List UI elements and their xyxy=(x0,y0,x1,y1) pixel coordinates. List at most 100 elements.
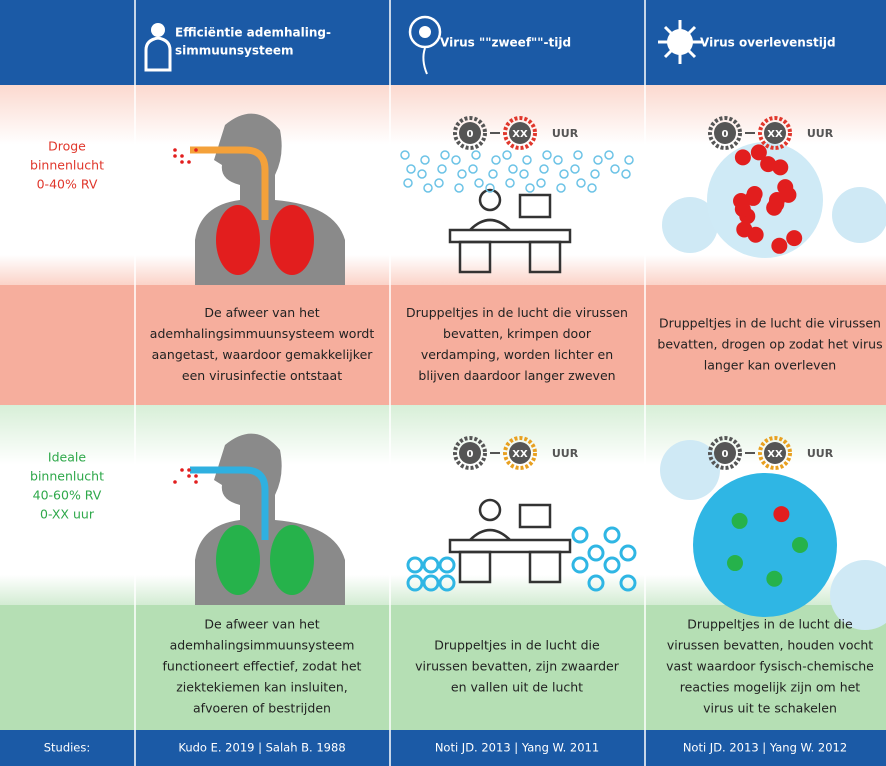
row-label: 40-60% RV xyxy=(33,488,102,503)
droplet xyxy=(406,556,424,574)
timer-ring xyxy=(758,436,792,470)
description-line: en vallen uit de lucht xyxy=(451,680,583,695)
droplet xyxy=(454,183,464,193)
droplet xyxy=(437,164,447,174)
droplet xyxy=(406,164,416,174)
droplet xyxy=(468,164,478,174)
droplet xyxy=(502,150,512,160)
footer-text: Noti JD. 2013 | Yang W. 2011 xyxy=(435,741,599,755)
droplet xyxy=(406,574,424,592)
droplet xyxy=(542,150,552,160)
timer-ring xyxy=(708,116,742,150)
timer-face xyxy=(764,122,786,144)
droplet xyxy=(508,164,518,174)
droplet xyxy=(485,183,495,193)
breath-dot xyxy=(173,148,177,152)
person-silhouette xyxy=(190,113,345,286)
virus xyxy=(731,512,748,529)
droplet xyxy=(438,574,456,592)
droplet xyxy=(587,544,605,562)
timer-value: 0 xyxy=(467,129,474,140)
timer-value: 0 xyxy=(467,449,474,460)
timer-ring xyxy=(708,436,742,470)
virus xyxy=(773,506,790,523)
droplet xyxy=(559,169,569,179)
droplet xyxy=(417,169,427,179)
droplet xyxy=(471,150,481,160)
droplet xyxy=(440,150,450,160)
droplet xyxy=(422,556,440,574)
timer-value: XX xyxy=(512,449,528,460)
timer-ring xyxy=(453,116,487,150)
droplet xyxy=(603,526,621,544)
droplet xyxy=(593,155,603,165)
droplet xyxy=(587,574,605,592)
droplet xyxy=(539,164,549,174)
footer-text: Studies: xyxy=(44,741,91,755)
droplet xyxy=(525,183,535,193)
breath-dot xyxy=(187,474,191,478)
description-line: De afweer van het xyxy=(204,305,319,320)
droplet xyxy=(438,556,456,574)
description-line: een virusinfectie ontstaat xyxy=(182,368,342,383)
footer-band xyxy=(0,730,886,766)
timer-unit: UUR xyxy=(807,447,834,460)
virus xyxy=(750,144,767,161)
row-label: binnenlucht xyxy=(30,158,104,173)
lungs-icon xyxy=(144,23,172,72)
virus xyxy=(772,159,789,176)
virus xyxy=(792,537,808,553)
virus xyxy=(786,230,803,247)
description-line: afvoeren of bestrijden xyxy=(193,701,331,716)
virus-sphere xyxy=(707,142,823,258)
description-line: ziektekiemen kan insluiten, xyxy=(176,680,348,695)
droplet xyxy=(590,169,600,179)
droplet xyxy=(573,150,583,160)
description-line: aangetast, waardoor gemakkelijker xyxy=(152,347,374,362)
description-line: reacties mogelijk zijn om het xyxy=(680,680,861,695)
breath-dot xyxy=(187,468,191,472)
timer-ring xyxy=(503,116,537,150)
footer-text: Kudo E. 2019 | Salah B. 1988 xyxy=(178,741,345,755)
droplet xyxy=(519,169,529,179)
droplet xyxy=(536,178,546,188)
virus xyxy=(771,237,788,254)
virus xyxy=(734,149,751,166)
droplet xyxy=(434,178,444,188)
timer-face xyxy=(459,122,481,144)
droplet xyxy=(505,178,515,188)
droplet xyxy=(522,155,532,165)
timer-ring xyxy=(758,116,792,150)
row-label: Ideale xyxy=(48,450,86,465)
droplet xyxy=(488,169,498,179)
description-line: virussen bevatten, zijn zwaarder xyxy=(415,659,620,674)
droplet xyxy=(400,150,410,160)
column-dividers xyxy=(134,0,646,766)
breath-dot xyxy=(180,154,184,158)
footer-text: Noti JD. 2013 | Yang W. 2012 xyxy=(683,741,847,755)
description-line: bevatten, krimpen door xyxy=(443,326,592,341)
virus xyxy=(736,221,753,238)
breath-dot xyxy=(187,160,191,164)
timer-ring xyxy=(503,436,537,470)
droplet xyxy=(619,574,637,592)
timer-value: XX xyxy=(767,449,783,460)
timer-unit: UUR xyxy=(552,447,579,460)
column-title: Virus overlevenstijd xyxy=(700,36,836,50)
droplet xyxy=(457,169,467,179)
droplet xyxy=(603,556,621,574)
droplet xyxy=(553,155,563,165)
description-line: verdamping, worden lichter en xyxy=(421,347,613,362)
virus xyxy=(733,192,750,209)
droplet xyxy=(604,150,614,160)
description-line: langer kan overleven xyxy=(704,358,836,373)
droplet xyxy=(422,574,440,592)
breath-dot xyxy=(173,480,177,484)
droplet xyxy=(610,164,620,174)
person-silhouette xyxy=(190,433,345,605)
droplet xyxy=(832,187,886,243)
breath-dot xyxy=(194,148,198,152)
timer-face xyxy=(459,442,481,464)
virus xyxy=(746,185,763,202)
